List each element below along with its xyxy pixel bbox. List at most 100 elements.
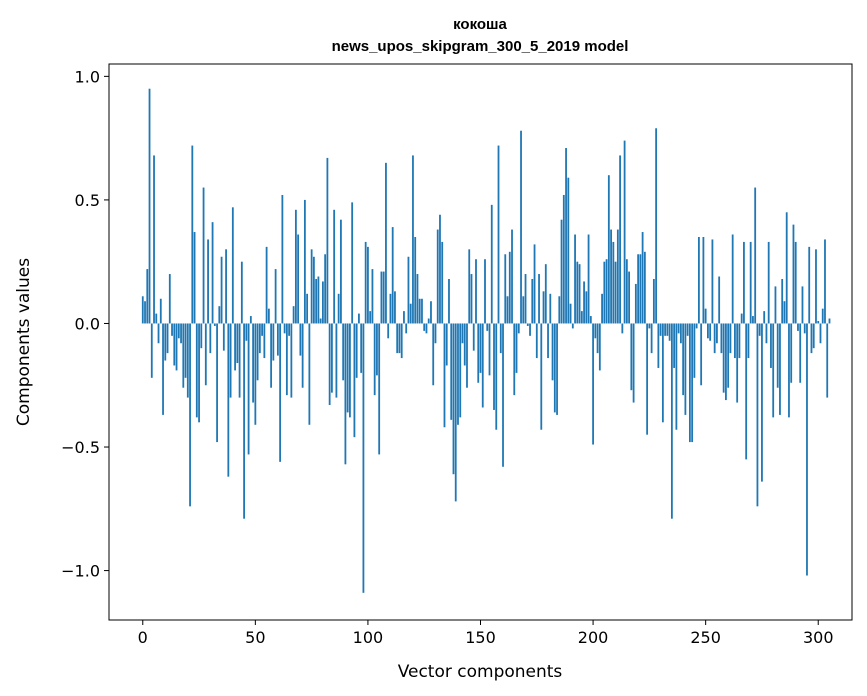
bar-component-235 bbox=[670, 323, 673, 519]
bar-component-240 bbox=[682, 323, 685, 396]
bar-component-274 bbox=[758, 323, 761, 336]
bar-component-139 bbox=[454, 323, 457, 502]
bar-component-2 bbox=[146, 269, 149, 324]
bar-component-251 bbox=[707, 323, 709, 339]
bar-component-82 bbox=[326, 157, 329, 324]
bar-component-107 bbox=[382, 271, 385, 324]
bar-component-211 bbox=[616, 229, 619, 324]
bar-component-90 bbox=[344, 323, 347, 465]
bar-component-189 bbox=[567, 177, 570, 324]
y-axis-label: Components values bbox=[14, 258, 34, 426]
bar-component-87 bbox=[337, 293, 340, 324]
bar-component-247 bbox=[698, 236, 700, 324]
bar-component-279 bbox=[770, 323, 772, 368]
bar-component-148 bbox=[475, 259, 477, 324]
bar-component-135 bbox=[445, 323, 448, 366]
bar-component-230 bbox=[659, 323, 662, 336]
bar-component-100 bbox=[367, 246, 369, 324]
bar-component-182 bbox=[551, 323, 554, 381]
bar-component-225 bbox=[648, 323, 651, 329]
bar-component-175 bbox=[535, 323, 538, 359]
bar-component-45 bbox=[243, 323, 245, 519]
bar-component-268 bbox=[745, 323, 748, 460]
bar-component-111 bbox=[391, 227, 394, 324]
bar-component-136 bbox=[448, 278, 450, 324]
bar-component-48 bbox=[249, 316, 252, 324]
bar-component-59 bbox=[274, 269, 277, 324]
bar-component-43 bbox=[238, 323, 241, 398]
bar-component-102 bbox=[371, 269, 374, 324]
bar-component-138 bbox=[452, 323, 455, 475]
bar-component-131 bbox=[436, 229, 439, 324]
bar-component-192 bbox=[574, 234, 576, 324]
bar-component-238 bbox=[677, 323, 680, 334]
bar-component-264 bbox=[736, 323, 739, 403]
bar-component-174 bbox=[533, 244, 536, 324]
bar-component-183 bbox=[553, 323, 556, 413]
bar-component-36 bbox=[222, 323, 225, 351]
bar-component-63 bbox=[283, 323, 286, 334]
bar-component-80 bbox=[321, 281, 324, 324]
bar-component-1 bbox=[144, 301, 146, 324]
bar-component-245 bbox=[693, 323, 696, 378]
y-tick-label-0: −1.0 bbox=[61, 562, 100, 581]
bar-component-291 bbox=[797, 323, 799, 331]
bar-component-288 bbox=[790, 323, 793, 383]
bar-component-172 bbox=[529, 323, 531, 336]
bar-component-76 bbox=[312, 256, 315, 324]
bar-component-153 bbox=[486, 323, 489, 331]
bar-component-283 bbox=[779, 323, 781, 415]
bar-component-50 bbox=[254, 323, 257, 425]
bar-component-157 bbox=[495, 323, 498, 430]
bar-component-179 bbox=[544, 264, 547, 324]
bar-component-84 bbox=[331, 323, 333, 393]
bar-component-217 bbox=[630, 323, 633, 391]
x-axis-label: Vector components bbox=[398, 662, 563, 682]
bar-component-141 bbox=[459, 323, 462, 418]
bar-component-110 bbox=[389, 293, 392, 324]
bar-component-213 bbox=[621, 323, 624, 334]
bar-component-260 bbox=[727, 323, 730, 388]
bar-component-150 bbox=[479, 323, 482, 373]
bar-component-286 bbox=[785, 212, 788, 324]
bar-component-185 bbox=[558, 296, 561, 324]
x-tick-label-300: 300 bbox=[803, 628, 834, 647]
bar-component-24 bbox=[195, 323, 198, 418]
bar-component-11 bbox=[166, 323, 169, 354]
bar-component-194 bbox=[578, 264, 581, 324]
bar-component-272 bbox=[754, 187, 757, 324]
bar-component-191 bbox=[571, 323, 574, 329]
bar-component-5 bbox=[153, 155, 155, 324]
bar-component-212 bbox=[619, 155, 621, 324]
bar-component-273 bbox=[756, 323, 759, 507]
bar-component-254 bbox=[713, 323, 716, 354]
bar-component-201 bbox=[594, 323, 597, 339]
bar-component-242 bbox=[686, 323, 689, 336]
bar-component-7 bbox=[157, 323, 160, 344]
bar-component-215 bbox=[625, 259, 628, 324]
bar-component-74 bbox=[308, 323, 311, 425]
bar-component-171 bbox=[526, 323, 529, 326]
bar-component-270 bbox=[749, 241, 752, 324]
bar-component-29 bbox=[207, 239, 209, 324]
bar-component-95 bbox=[355, 323, 358, 378]
bar-component-221 bbox=[639, 254, 642, 324]
bar-component-258 bbox=[722, 323, 725, 393]
bar-component-289 bbox=[792, 224, 795, 324]
bar-component-31 bbox=[211, 222, 214, 324]
bar-component-23 bbox=[193, 232, 196, 324]
bar-component-255 bbox=[716, 323, 718, 344]
bar-component-103 bbox=[373, 323, 376, 396]
bar-component-188 bbox=[565, 148, 567, 324]
bar-component-193 bbox=[576, 261, 579, 324]
y-tick-label-4: 1.0 bbox=[75, 67, 100, 86]
bar-component-89 bbox=[342, 323, 345, 381]
bar-component-280 bbox=[772, 323, 775, 418]
y-tick-label-3: 0.5 bbox=[75, 191, 100, 210]
bar-component-73 bbox=[306, 293, 309, 324]
bar-component-61 bbox=[279, 323, 282, 462]
bar-component-39 bbox=[229, 323, 232, 398]
bar-component-184 bbox=[556, 323, 558, 415]
bar-component-223 bbox=[643, 251, 646, 324]
bar-component-85 bbox=[333, 209, 336, 324]
